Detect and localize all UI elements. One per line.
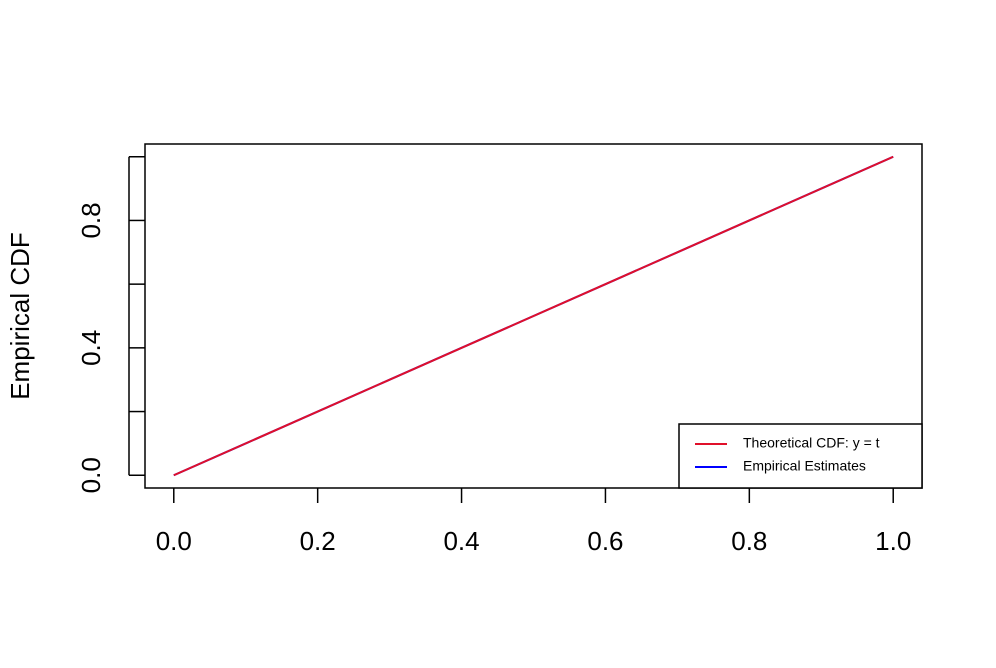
y-axis-title: Empirical CDF	[5, 232, 35, 400]
plot-frame	[144, 143, 923, 489]
y-tick-label: 0.0	[76, 457, 106, 493]
x-tick-label: 0.4	[443, 526, 479, 556]
x-tick-label: 0.6	[587, 526, 623, 556]
x-tick-label: 1.0	[875, 526, 911, 556]
y-tick-label: 0.8	[76, 202, 106, 238]
series-line	[173, 155, 894, 477]
legend-label: Empirical Estimates	[743, 458, 866, 474]
x-tick-label: 0.2	[300, 526, 336, 556]
x-tick-label: 0.8	[731, 526, 767, 556]
legend-label: Theoretical CDF: y = t	[743, 435, 880, 451]
y-tick-label: 0.4	[76, 330, 106, 366]
legend-box	[678, 423, 923, 489]
x-tick-label: 0.0	[156, 526, 192, 556]
